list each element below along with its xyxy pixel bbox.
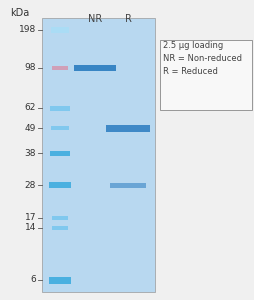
Text: kDa: kDa bbox=[10, 8, 29, 18]
Text: 17: 17 bbox=[24, 214, 36, 223]
Bar bbox=[52, 226, 68, 230]
Bar bbox=[42, 18, 154, 292]
Bar bbox=[109, 182, 146, 188]
Text: 62: 62 bbox=[25, 103, 36, 112]
Bar bbox=[74, 65, 116, 71]
Text: R: R bbox=[124, 14, 131, 24]
Bar bbox=[52, 216, 68, 220]
Text: 14: 14 bbox=[25, 224, 36, 232]
Bar bbox=[159, 40, 251, 110]
Bar bbox=[50, 151, 70, 155]
Bar bbox=[51, 126, 69, 130]
Text: 98: 98 bbox=[24, 64, 36, 73]
Bar bbox=[106, 124, 149, 131]
Bar bbox=[52, 66, 68, 70]
Text: NR: NR bbox=[88, 14, 102, 24]
Text: 38: 38 bbox=[24, 148, 36, 158]
Bar bbox=[49, 277, 71, 284]
Text: 49: 49 bbox=[25, 124, 36, 133]
Text: 2.5 μg loading
NR = Non-reduced
R = Reduced: 2.5 μg loading NR = Non-reduced R = Redu… bbox=[162, 41, 241, 76]
Text: 6: 6 bbox=[30, 275, 36, 284]
Text: 28: 28 bbox=[25, 181, 36, 190]
Bar bbox=[49, 182, 71, 188]
Bar bbox=[51, 28, 69, 32]
Bar bbox=[50, 106, 70, 110]
Text: 198: 198 bbox=[19, 26, 36, 34]
